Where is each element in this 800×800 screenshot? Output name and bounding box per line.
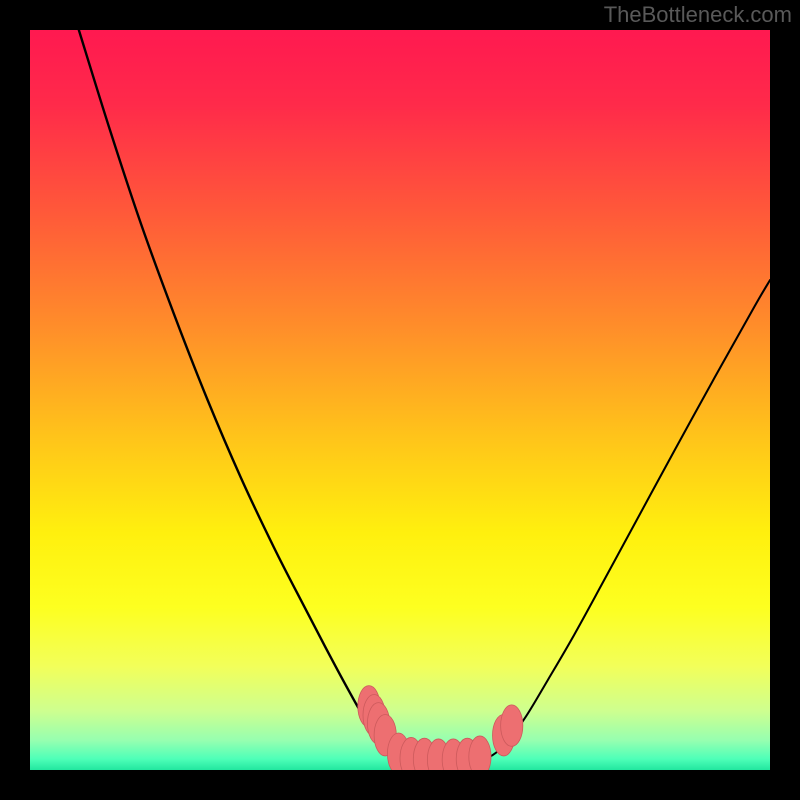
plot-area <box>30 30 770 770</box>
chart-svg <box>30 30 770 770</box>
watermark-text: TheBottleneck.com <box>604 2 792 28</box>
chart-container: TheBottleneck.com <box>0 0 800 800</box>
gradient-background <box>30 30 770 770</box>
marker-point <box>501 705 523 746</box>
